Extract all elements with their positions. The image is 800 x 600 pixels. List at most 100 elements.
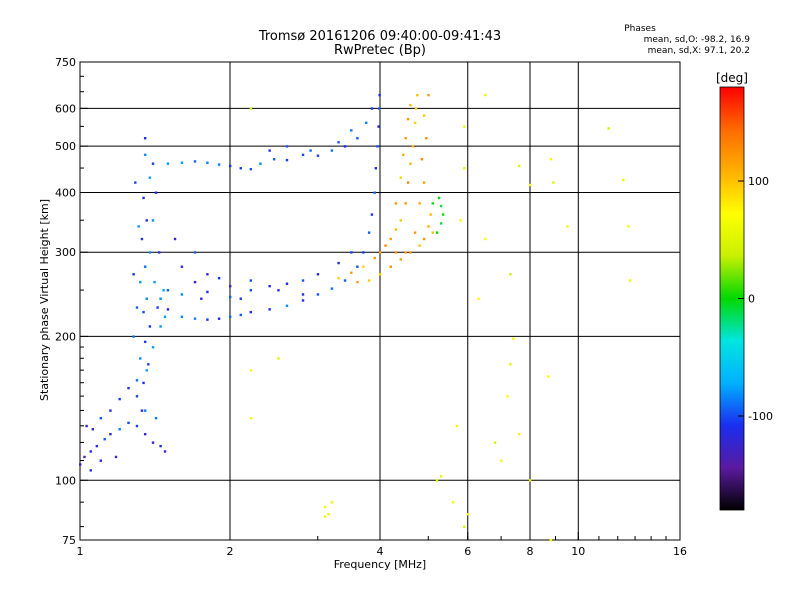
echo-point <box>409 251 412 254</box>
echo-point <box>193 280 197 284</box>
echo-point <box>249 289 253 292</box>
echo-point <box>350 251 353 254</box>
echo-point <box>156 306 159 309</box>
x-axis-label: Frequency [MHz] <box>334 558 426 571</box>
echo-point <box>529 479 532 482</box>
echo-point <box>132 273 135 276</box>
echo-point <box>200 297 203 300</box>
echo-point <box>154 416 158 420</box>
x-tick-label: 1 <box>77 545 84 558</box>
echo-point <box>350 271 353 274</box>
echo-point <box>463 125 466 128</box>
echo-point <box>301 293 305 296</box>
echo-point <box>316 293 320 296</box>
echo-point <box>89 469 92 472</box>
colorbar-tick-label: -100 <box>748 410 773 423</box>
phase-info-line-o: mean, sd,O: -98.2, 16.9 <box>644 35 751 45</box>
colorbar-ticks: 100 0 -100 <box>738 175 773 423</box>
echo-point <box>143 265 147 268</box>
echo-point <box>166 162 170 165</box>
x-tick-label: 6 <box>464 545 471 558</box>
echo-point <box>463 167 466 170</box>
echo-point <box>477 297 480 300</box>
echo-point <box>330 501 334 504</box>
echo-point <box>365 121 368 125</box>
echo-point <box>127 386 130 390</box>
echo-point <box>493 441 497 444</box>
echo-point <box>409 162 412 165</box>
echo-point <box>406 117 410 121</box>
echo-point <box>217 276 221 280</box>
echo-point <box>413 121 417 125</box>
echo-point <box>229 164 232 168</box>
echo-point <box>239 167 242 170</box>
echo-point <box>402 153 405 157</box>
x-tick-label: 16 <box>673 545 687 558</box>
colorbar-tick-label: 100 <box>748 175 769 188</box>
echo-point <box>356 137 359 140</box>
echo-point <box>517 164 521 168</box>
echo-point <box>373 256 376 260</box>
echo-point <box>285 304 289 307</box>
echo-point <box>127 421 130 425</box>
x-tick-label: 4 <box>377 545 384 558</box>
echo-point <box>249 310 253 314</box>
echo-point <box>425 137 428 140</box>
echo-point <box>309 149 312 152</box>
echo-point <box>135 395 139 398</box>
echo-point <box>142 196 145 200</box>
echo-point <box>463 525 466 529</box>
echo-point <box>135 306 139 309</box>
echo-point <box>343 145 347 148</box>
echo-point <box>217 317 221 320</box>
echo-point <box>377 125 380 128</box>
echo-point <box>153 280 156 284</box>
echo-point <box>418 202 421 205</box>
echo-point <box>455 424 459 428</box>
y-tick-label: 750 <box>55 56 76 69</box>
echo-point <box>384 244 387 247</box>
echo-point <box>268 308 271 311</box>
echo-point <box>193 251 197 254</box>
echo-point <box>143 409 147 412</box>
echo-point <box>85 424 88 428</box>
echo-point <box>142 310 145 314</box>
echo-point <box>427 93 430 97</box>
echo-point <box>109 432 112 436</box>
echo-point <box>135 379 139 382</box>
echo-point <box>249 369 253 372</box>
echo-point <box>147 363 150 366</box>
echo-point <box>435 231 439 234</box>
echo-point <box>367 231 371 234</box>
echo-point <box>277 357 280 360</box>
echo-point <box>157 251 161 254</box>
echo-point <box>301 299 305 302</box>
echo-point <box>509 273 512 276</box>
echo-point <box>148 251 152 254</box>
x-tick-label: 2 <box>227 545 234 558</box>
echo-point <box>409 103 412 107</box>
echo-point <box>414 107 418 110</box>
y-axis: 75 100 200 300 400 500 600 750 <box>55 56 88 547</box>
echo-point <box>229 295 232 299</box>
echo-point <box>330 287 334 290</box>
echo-point <box>180 315 184 319</box>
echo-point <box>148 176 152 179</box>
echo-point <box>374 167 378 170</box>
echo-point <box>143 137 147 140</box>
echo-point <box>394 251 398 254</box>
echo-point <box>509 363 512 366</box>
echo-point <box>622 178 625 182</box>
echo-point <box>422 181 426 184</box>
echo-point <box>356 265 359 268</box>
echo-point <box>517 432 521 436</box>
echo-point <box>148 325 152 328</box>
echo-point <box>376 145 379 148</box>
echo-point <box>370 107 374 110</box>
echo-point <box>285 145 289 148</box>
echo-point <box>378 93 381 97</box>
echo-point <box>343 279 347 282</box>
echo-point <box>114 455 118 459</box>
echo-point <box>151 441 155 444</box>
